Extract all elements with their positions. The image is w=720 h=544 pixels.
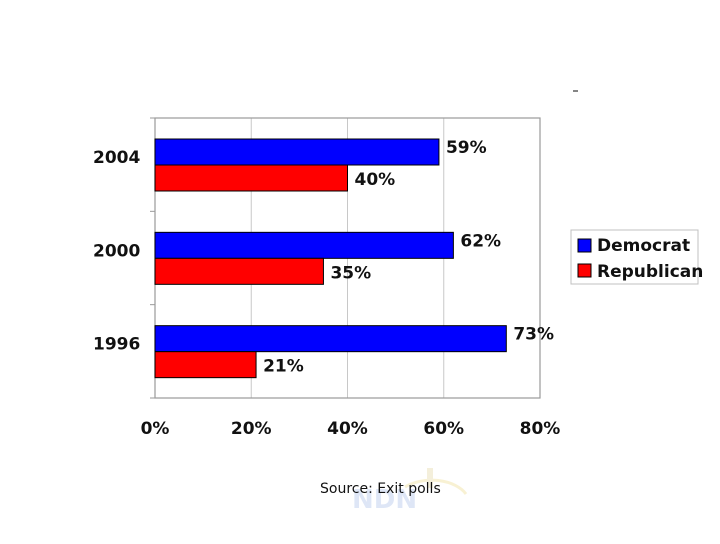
- x-tick-label: 40%: [327, 419, 368, 439]
- data-label-republican: 35%: [330, 263, 371, 283]
- bar-democrat: [154, 231, 454, 259]
- bar-democrat: [154, 138, 440, 166]
- category-label: 2004: [93, 148, 140, 168]
- labels: 0% 20% 40% 60% 80% 2004 59% 40% 2000 62% 35% 1996 73…: [93, 138, 560, 439]
- x-tick-label: 60%: [423, 419, 464, 439]
- category-label: 2000: [93, 241, 140, 261]
- legend: Democrat Republican: [570, 229, 703, 285]
- bar-republican: [154, 351, 257, 379]
- legend-label-republican: Republican: [597, 262, 703, 282]
- data-label-democrat: 62%: [460, 231, 501, 251]
- x-tick-label: 80%: [520, 419, 561, 439]
- x-tick-label: 20%: [231, 419, 272, 439]
- data-label-republican: 21%: [263, 357, 304, 377]
- watermark-arc: [404, 478, 468, 495]
- bar-republican: [154, 257, 324, 285]
- bar-democrat: [154, 325, 507, 353]
- bar-republican: [154, 164, 348, 192]
- legend-swatch-democrat: [577, 238, 592, 253]
- bars: [154, 138, 507, 379]
- watermark-logo: NDN: [352, 468, 468, 515]
- category-label: 1996: [93, 335, 140, 355]
- data-label-republican: 40%: [355, 170, 396, 190]
- data-label-democrat: 59%: [446, 138, 487, 158]
- x-tick-label: 0%: [141, 419, 170, 439]
- source-note: Source: Exit polls: [320, 481, 441, 497]
- legend-swatch-republican: [577, 263, 592, 278]
- legend-box: [570, 229, 699, 285]
- data-label-democrat: 73%: [513, 325, 554, 345]
- legend-label-democrat: Democrat: [597, 236, 690, 256]
- watermark-text: NDN: [352, 485, 417, 515]
- watermark-dome: [427, 468, 433, 488]
